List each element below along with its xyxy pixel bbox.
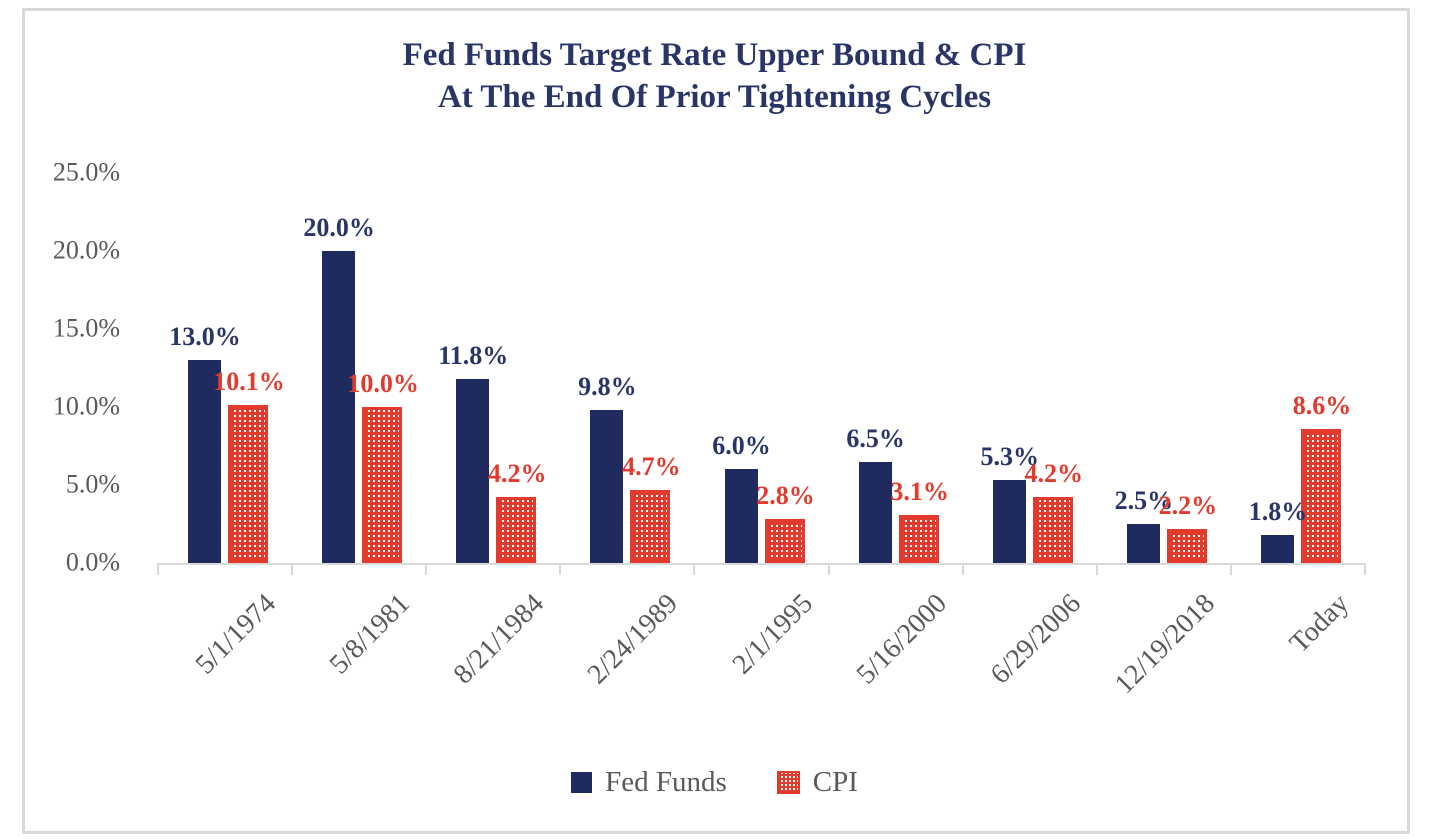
cpi-value-label: 2.8% [756,481,815,511]
y-axis-label: 5.0% [65,469,120,499]
cpi-bar [1300,428,1341,563]
fed-funds-value-label: 1.8% [1248,496,1308,526]
axis-tick [425,563,428,575]
cpi-bar [362,407,403,563]
cpi-legend-marker-icon [776,771,800,794]
cpi-bar [1166,528,1207,563]
y-axis-label: 15.0% [52,313,120,343]
axis-tick [961,563,964,575]
fed-funds-bar [322,251,356,563]
legend: Fed Funds CPI [0,766,1429,799]
axis-tick [559,563,562,575]
axis-tick [827,563,830,575]
chart-title-line1: Fed Funds Target Rate Upper Bound & CPI [402,37,1027,73]
cpi-value-label: 3.1% [890,476,949,506]
cpi-bar [1032,497,1073,563]
cpi-bar [228,405,269,563]
fed-funds-bar [1126,524,1160,563]
cpi-value-label: 10.1% [213,367,285,397]
cpi-bar [764,519,805,563]
fed-funds-bar [858,461,892,563]
axis-tick [291,563,294,575]
fed-funds-value-label: 6.5% [846,423,905,453]
cpi-legend-label: CPI [812,766,858,798]
fed-funds-bar [724,469,758,563]
axis-tick [157,563,159,575]
cpi-bar [630,489,671,563]
cpi-value-label: 8.6% [1292,390,1352,420]
cpi-bar [496,497,537,563]
fed-funds-value-label: 13.0% [169,322,241,352]
fed-funds-bar [456,378,490,563]
cpi-value-label: 4.7% [622,451,681,481]
cpi-value-label: 2.2% [1158,490,1218,520]
axis-tick [1229,563,1232,575]
fed-funds-legend-label: Fed Funds [605,766,727,798]
axis-tick [693,563,696,575]
cpi-bar [898,514,939,563]
axis-tick [1095,563,1098,575]
y-axis-label: 0.0% [65,547,120,577]
fed-funds-value-label: 6.0% [712,431,771,461]
chart-title-line2: At The End Of Prior Tightening Cycles [437,79,992,115]
x-axis-line [158,563,1365,565]
y-axis-label: 20.0% [52,235,120,265]
fed-funds-legend-marker-icon [571,772,593,793]
axis-tick [1364,563,1366,575]
cpi-value-label: 10.0% [347,369,419,398]
fed-funds-bar [992,480,1026,563]
fed-funds-bar [590,410,624,563]
fed-funds-value-label: 20.0% [303,213,375,242]
fed-funds-value-label: 5.3% [980,442,1039,472]
chart-title: Fed Funds Target Rate Upper Bound & CPI … [0,34,1429,118]
y-axis-label: 25.0% [52,157,120,187]
y-axis-label: 10.0% [52,391,120,421]
fed-funds-value-label: 9.8% [578,372,637,402]
legend-item-fed-funds: Fed Funds [571,766,727,799]
fed-funds-bar [188,360,222,563]
fed-funds-value-label: 11.8% [438,340,509,370]
cpi-value-label: 4.2% [488,459,547,489]
legend-item-cpi: CPI [776,766,858,799]
cpi-value-label: 4.2% [1024,459,1083,489]
fed-funds-bar [1260,534,1294,563]
fed-funds-value-label: 2.5% [1114,486,1174,515]
